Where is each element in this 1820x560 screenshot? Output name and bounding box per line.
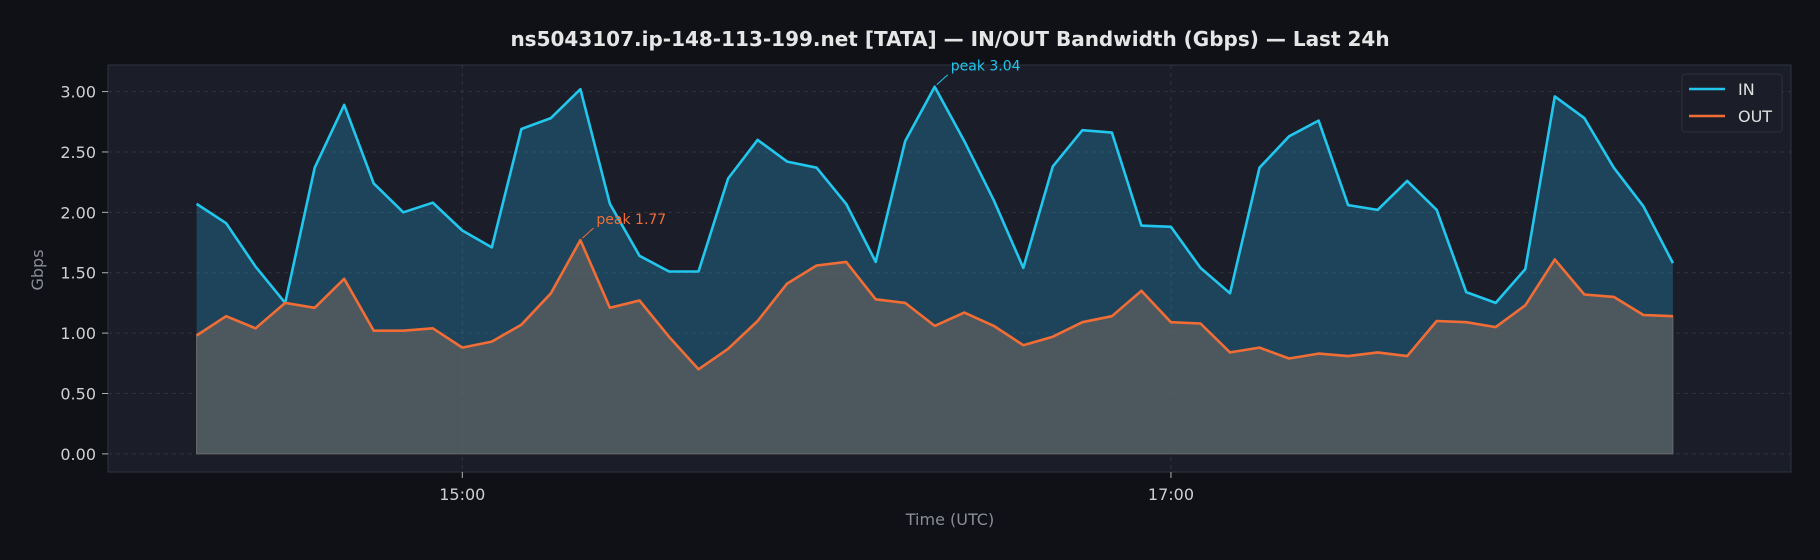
chart-legend: IN OUT	[1681, 73, 1783, 133]
y-tick-label: 1.50	[60, 264, 96, 283]
peak-annotations: peak 3.04 peak 1.77	[582, 59, 1021, 239]
annotation-label: peak 1.77	[596, 212, 666, 228]
y-axis-label: Gbps	[28, 249, 47, 290]
y-tick-label: 3.00	[60, 83, 96, 102]
x-axis-label: Time (UTC)	[905, 510, 994, 529]
chart-title: ns5043107.ip-148-113-199.net [TATA] — IN…	[510, 27, 1389, 51]
y-tick-label: 0.50	[60, 384, 96, 403]
series-line-in	[195, 85, 1675, 305]
series-lines	[195, 85, 1675, 371]
x-tick-label: 15:00	[439, 485, 485, 504]
y-tick-label: 2.50	[60, 143, 96, 162]
area-fills	[196, 86, 1674, 455]
x-tick-label: 17:00	[1148, 485, 1194, 504]
legend-label-in: IN	[1738, 80, 1755, 99]
y-tick-label: 2.00	[60, 203, 96, 222]
y-axis-ticks: 0.00 0.50 1.00 1.50 2.00 2.50 3.00	[60, 83, 108, 464]
series-line-out	[195, 238, 1673, 371]
annotation-pointer	[936, 74, 949, 86]
annotation-label: peak 3.04	[951, 59, 1021, 75]
legend-label-out: OUT	[1738, 107, 1772, 126]
x-axis-ticks: 15:00 17:00	[439, 472, 1194, 504]
y-tick-label: 1.00	[60, 324, 96, 343]
annotation-pointer	[582, 227, 594, 239]
y-tick-label: 0.00	[60, 445, 96, 464]
